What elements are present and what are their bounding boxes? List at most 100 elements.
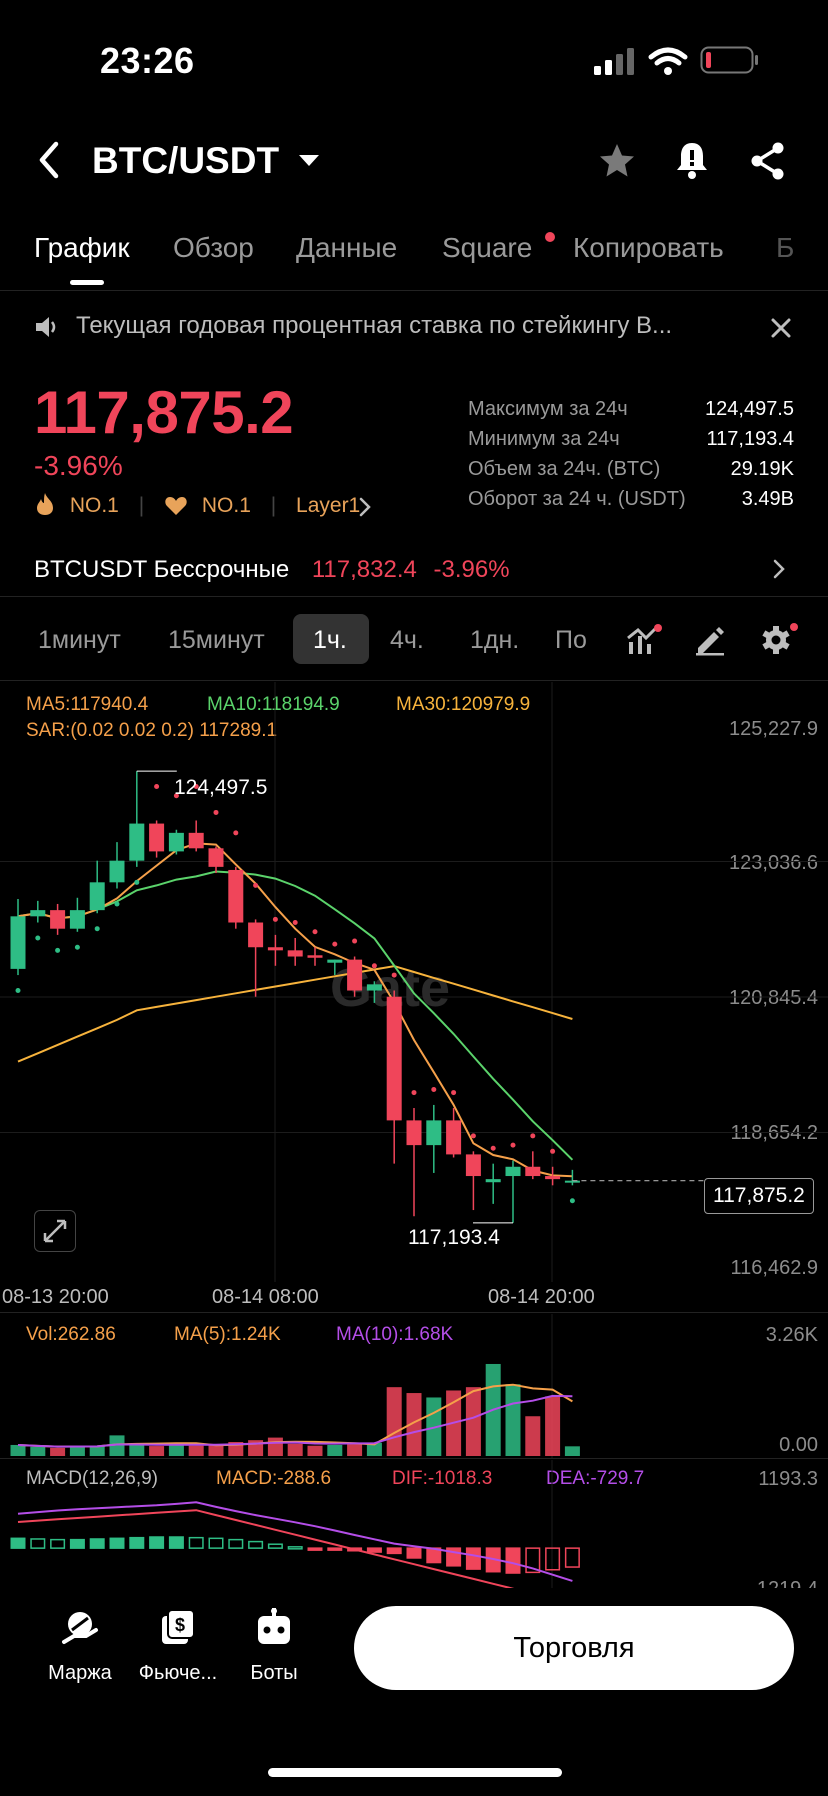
- timeframe-4h[interactable]: 4ч.: [390, 626, 424, 654]
- nav-futures-label[interactable]: Фьюче...: [138, 1662, 218, 1684]
- volume-bar: [267, 1437, 283, 1456]
- candle-body: [406, 1120, 422, 1146]
- price-axis-tick: 120,845.4: [729, 987, 818, 1009]
- perpetual-label: BTCUSDT Бессрочные: [34, 556, 290, 583]
- sar-dot: [173, 793, 179, 799]
- volume-bar: [465, 1387, 481, 1456]
- price-axis-tick: 123,036.6: [729, 852, 818, 874]
- chevron-down-icon[interactable]: [298, 154, 320, 168]
- candle-body: [307, 955, 323, 958]
- sar-dot: [193, 783, 199, 789]
- timeframe-1h[interactable]: 1ч.: [313, 626, 347, 654]
- candle-body: [287, 950, 303, 957]
- candle-body: [50, 910, 66, 929]
- sar-dot: [292, 920, 298, 926]
- macd-bar: [10, 1537, 26, 1549]
- candle-body: [366, 984, 382, 991]
- pair-title[interactable]: BTC/USDT: [92, 140, 280, 181]
- timeframe-divider: [0, 680, 828, 681]
- stat-volume-value: 29.19K: [730, 458, 794, 480]
- candle-body: [168, 832, 184, 852]
- trade-button[interactable]: Торговля: [354, 1606, 794, 1690]
- futures-icon[interactable]: $: [158, 1608, 198, 1648]
- chevron-right-icon[interactable]: [772, 558, 786, 580]
- svg-text:$: $: [175, 1615, 185, 1635]
- timeframe-15m[interactable]: 15минут: [168, 626, 265, 654]
- macd-bar: [188, 1536, 204, 1549]
- share-icon[interactable]: [750, 142, 786, 180]
- timeframe-more[interactable]: По: [555, 626, 587, 654]
- tab-overview[interactable]: Обзор: [173, 232, 254, 263]
- price-change-percent: -3.96%: [34, 450, 123, 481]
- draw-pencil-icon[interactable]: [694, 624, 726, 656]
- volume-bar: [406, 1393, 422, 1456]
- time-axis-tick: 08-14 20:00: [488, 1286, 595, 1308]
- expand-icon: [43, 1219, 67, 1243]
- volume-bar: [50, 1447, 66, 1456]
- square-notification-dot: [545, 232, 555, 242]
- candle-body: [347, 959, 363, 991]
- settings-gear-icon[interactable]: [760, 622, 798, 656]
- fullscreen-button[interactable]: [34, 1210, 76, 1252]
- perpetual-row[interactable]: BTCUSDT Бессрочные 117,832.4 -3.96%: [34, 556, 510, 584]
- candle-body: [267, 947, 283, 951]
- volume-bar: [10, 1444, 26, 1456]
- perpetual-change: -3.96%: [433, 556, 510, 583]
- indicators-icon[interactable]: [626, 624, 662, 656]
- sar-dot: [253, 882, 259, 888]
- close-icon[interactable]: [770, 317, 792, 339]
- tab-copy[interactable]: Копировать: [573, 232, 724, 263]
- volume-bar: [129, 1444, 145, 1456]
- timeframe-1d[interactable]: 1дн.: [470, 626, 520, 654]
- ma10-legend: MA10:118194.9: [207, 694, 340, 715]
- macd-bar: [267, 1543, 283, 1549]
- sar-dot: [352, 938, 358, 944]
- status-time: 23:26: [100, 40, 195, 81]
- volume-bar: [208, 1444, 224, 1456]
- sar-dot: [94, 926, 100, 932]
- star-icon[interactable]: [598, 142, 636, 180]
- battery-low-icon: [700, 46, 758, 74]
- tab-chart[interactable]: График: [34, 232, 130, 263]
- vol-ma10-legend: MA(10):1.68K: [336, 1324, 454, 1345]
- sar-dot: [134, 879, 140, 885]
- ma5-legend: MA5:117940.4: [26, 694, 149, 715]
- ma10-line: [17, 870, 574, 1161]
- sar-dot: [312, 929, 318, 935]
- tab-more[interactable]: Б: [776, 232, 795, 263]
- announcement-text[interactable]: Текущая годовая процентная ставка по сте…: [76, 312, 673, 339]
- macd-bar: [327, 1547, 343, 1551]
- sar-dot: [530, 1133, 536, 1139]
- tabs-divider: [0, 290, 828, 291]
- macd-bar: [406, 1547, 422, 1559]
- sar-dot: [411, 1090, 417, 1096]
- timeframe-1m[interactable]: 1минут: [38, 626, 121, 654]
- bot-icon[interactable]: [254, 1608, 294, 1648]
- candle-body: [109, 860, 125, 883]
- price-alert-bell-icon[interactable]: [674, 140, 710, 180]
- stat-turnover-value: 3.49B: [741, 488, 794, 510]
- candle-body: [129, 823, 145, 861]
- volume-bar: [564, 1446, 580, 1456]
- price-axis-tick: 125,227.9: [729, 718, 818, 740]
- chevron-right-icon[interactable]: [358, 496, 372, 518]
- candle-body: [446, 1120, 462, 1155]
- sar-dot: [391, 972, 397, 978]
- sar-dot: [431, 1086, 437, 1092]
- back-icon[interactable]: [34, 140, 64, 180]
- rank-badges[interactable]: NO.1 | NO.1 | Layer1: [34, 492, 360, 518]
- volume-divider: [0, 1458, 828, 1459]
- stat-low-label: Минимум за 24ч: [468, 428, 620, 450]
- heart-icon: [165, 497, 187, 515]
- macd-bar: [525, 1547, 541, 1574]
- tab-data[interactable]: Данные: [296, 232, 398, 263]
- tab-square[interactable]: Square: [442, 232, 533, 263]
- time-axis-tick: 08-14 08:00: [212, 1286, 319, 1308]
- macd-bar: [89, 1538, 105, 1549]
- sar-dot: [15, 988, 21, 994]
- nav-bots-label[interactable]: Боты: [250, 1662, 298, 1684]
- nav-margin-label[interactable]: Маржа: [48, 1662, 112, 1684]
- margin-icon[interactable]: [60, 1608, 100, 1648]
- candlestick-chart[interactable]: Gate: [0, 682, 828, 1282]
- sar-dot: [154, 783, 160, 789]
